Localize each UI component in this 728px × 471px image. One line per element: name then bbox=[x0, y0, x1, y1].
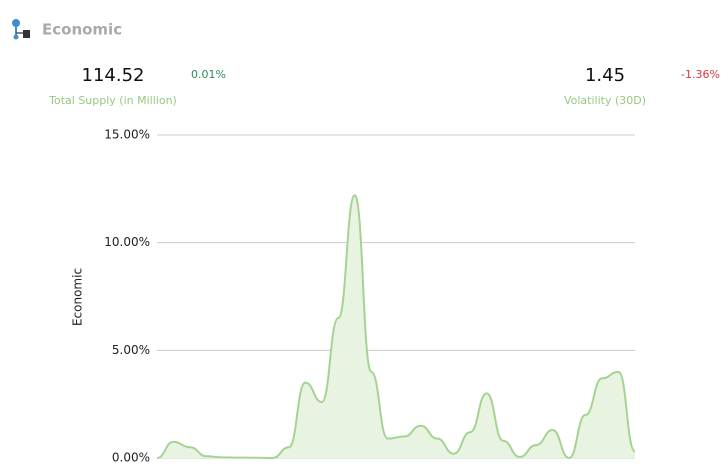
y-tick-label: 15.00% bbox=[104, 128, 150, 142]
y-tick-label: 0.00% bbox=[112, 451, 150, 465]
stat-value: 114.52 bbox=[82, 65, 145, 86]
area-line bbox=[156, 194, 636, 460]
stat-change: 0.01% bbox=[191, 68, 226, 81]
y-axis-label: Economic bbox=[71, 268, 85, 326]
widget-title: Economic bbox=[42, 21, 122, 39]
plot: 0.00% 5.00% 10.00% 15.00% bbox=[104, 128, 636, 465]
stat-label: Total Supply (in Million) bbox=[48, 94, 177, 107]
y-tick-label: 5.00% bbox=[112, 343, 150, 357]
area-fill bbox=[157, 195, 635, 458]
stat-label: Volatility (30D) bbox=[564, 94, 646, 107]
y-tick-label: 10.00% bbox=[104, 235, 150, 249]
stat-value: 1.45 bbox=[585, 65, 625, 86]
stat-change: -1.36% bbox=[681, 68, 720, 81]
icon bbox=[12, 19, 30, 40]
